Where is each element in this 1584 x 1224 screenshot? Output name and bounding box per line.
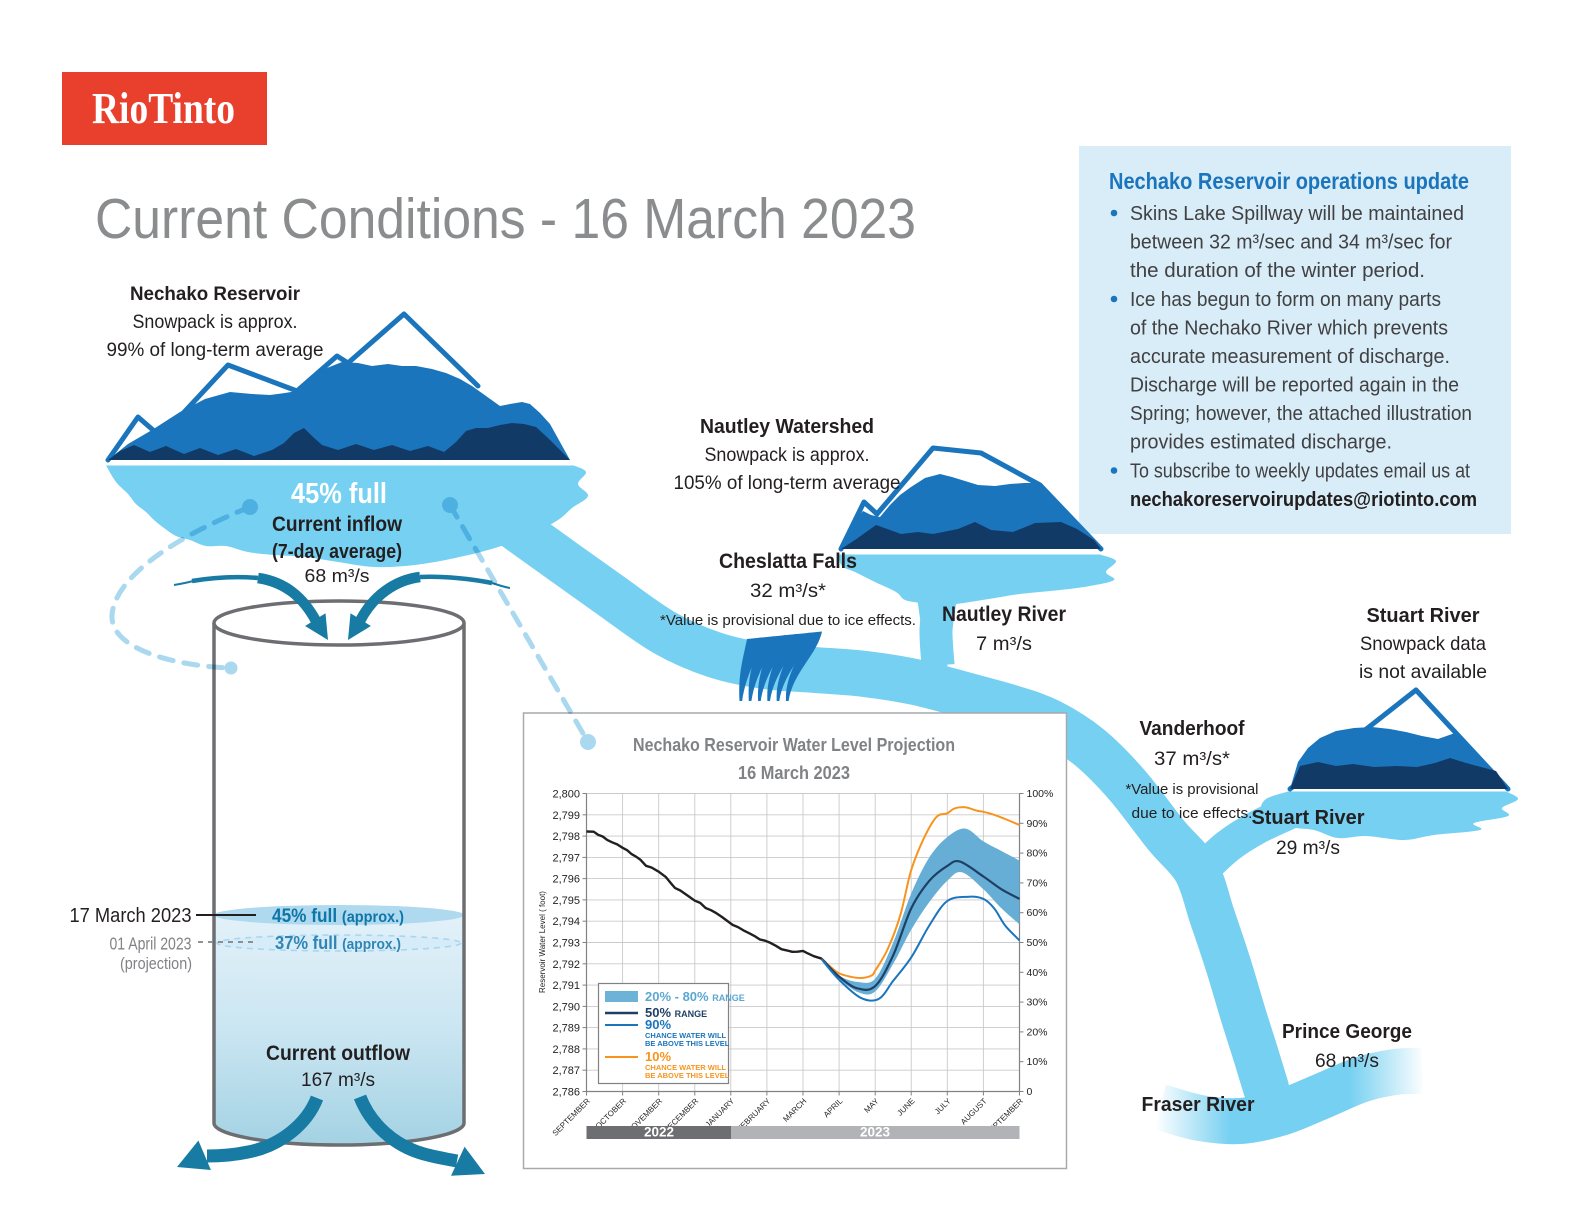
svg-text:Nechako Reservoir: Nechako Reservoir — [130, 283, 300, 305]
svg-text:Snowpack is approx.: Snowpack is approx. — [705, 444, 870, 466]
svg-text:Fraser River: Fraser River — [1142, 1093, 1255, 1116]
svg-text:17 March 2023: 17 March 2023 — [70, 904, 192, 927]
svg-text:*Value is provisional: *Value is provisional — [1126, 781, 1259, 798]
svg-text:99% of long-term average: 99% of long-term average — [107, 339, 324, 361]
svg-text:16 March 2023: 16 March 2023 — [738, 763, 850, 783]
svg-text:2022: 2022 — [644, 1125, 674, 1140]
svg-text:CHANCE WATER WILL: CHANCE WATER WILL — [645, 1031, 727, 1040]
svg-text:100%: 100% — [1027, 788, 1054, 800]
svg-text:CHANCE WATER WILL: CHANCE WATER WILL — [645, 1063, 727, 1072]
svg-text:10%: 10% — [645, 1049, 671, 1064]
svg-text:32 m³/s*: 32 m³/s* — [750, 581, 827, 602]
svg-text:60%: 60% — [1027, 907, 1048, 919]
svg-text:01 April 2023: 01 April 2023 — [110, 934, 192, 954]
svg-text:45% full (approx.): 45% full (approx.) — [272, 906, 404, 927]
svg-text:50% RANGE: 50% RANGE — [645, 1005, 707, 1020]
svg-text:Skins Lake Spillway will be ma: Skins Lake Spillway will be maintained — [1130, 202, 1464, 225]
svg-text:Reservoir Water Level ( foot): Reservoir Water Level ( foot) — [538, 891, 547, 993]
svg-text:Current outflow: Current outflow — [266, 1041, 410, 1065]
svg-text:40%: 40% — [1027, 967, 1048, 979]
svg-text:29 m³/s: 29 m³/s — [1276, 838, 1340, 859]
svg-text:167 m³/s: 167 m³/s — [301, 1069, 375, 1091]
svg-text:50%: 50% — [1027, 937, 1048, 949]
svg-text:Stuart River: Stuart River — [1367, 604, 1480, 627]
svg-text:accurate measurement of discha: accurate measurement of discharge. — [1130, 345, 1450, 368]
svg-text:2023: 2023 — [860, 1125, 891, 1140]
svg-text:20% - 80% RANGE: 20% - 80% RANGE — [645, 989, 745, 1004]
svg-text:(7-day average): (7-day average) — [272, 540, 402, 563]
svg-text:To subscribe to weekly updates: To subscribe to weekly updates email us … — [1130, 460, 1470, 483]
svg-text:7 m³/s: 7 m³/s — [976, 634, 1032, 655]
svg-text:Ice has begun to form on many: Ice has begun to form on many parts — [1130, 288, 1441, 311]
svg-text:BE ABOVE THIS LEVEL: BE ABOVE THIS LEVEL — [645, 1071, 730, 1080]
svg-text:Cheslatta Falls: Cheslatta Falls — [719, 550, 857, 573]
svg-text:90%: 90% — [645, 1017, 671, 1032]
svg-text:2,796: 2,796 — [552, 874, 580, 886]
svg-text:the duration of the winter per: the duration of the winter period. — [1130, 259, 1425, 282]
svg-text:Nechako Reservoir operations u: Nechako Reservoir operations update — [1109, 168, 1469, 194]
svg-text:20%: 20% — [1027, 1026, 1048, 1038]
svg-text:2,798: 2,798 — [552, 831, 580, 843]
svg-text:2,800: 2,800 — [552, 789, 580, 801]
svg-text:2,790: 2,790 — [552, 1001, 580, 1013]
svg-text:45% full: 45% full — [291, 478, 387, 510]
svg-text:105% of long-term average: 105% of long-term average — [674, 472, 901, 494]
svg-text:Current Conditions - 16 March: Current Conditions - 16 March 2023 — [95, 187, 916, 251]
svg-text:*Value is provisional due to i: *Value is provisional due to ice effects… — [660, 612, 916, 629]
svg-text:of the Nechako River which pre: of the Nechako River which prevents — [1130, 317, 1448, 340]
svg-text:2,795: 2,795 — [552, 895, 580, 907]
svg-text:Vanderhoof: Vanderhoof — [1140, 717, 1245, 740]
svg-text:Discharge will be reported aga: Discharge will be reported again in the — [1130, 374, 1459, 397]
svg-text:37 m³/s*: 37 m³/s* — [1154, 749, 1231, 770]
svg-text:due to ice effects.: due to ice effects. — [1132, 805, 1253, 822]
svg-text:30%: 30% — [1027, 997, 1048, 1009]
svg-text:Nautley River: Nautley River — [942, 603, 1066, 626]
svg-text:2,792: 2,792 — [552, 959, 580, 971]
svg-text:80%: 80% — [1027, 848, 1048, 860]
svg-text:is not available: is not available — [1359, 661, 1487, 683]
svg-text:68 m³/s: 68 m³/s — [305, 565, 370, 586]
svg-text:BE ABOVE THIS LEVEL: BE ABOVE THIS LEVEL — [645, 1039, 730, 1048]
svg-text:2,788: 2,788 — [552, 1044, 580, 1056]
svg-text:2,794: 2,794 — [552, 916, 580, 928]
svg-text:90%: 90% — [1027, 818, 1048, 830]
svg-text:2,793: 2,793 — [552, 938, 580, 950]
svg-text:RioTinto: RioTinto — [92, 84, 235, 133]
svg-text:between 32 m³/sec and 34 m³/se: between 32 m³/sec and 34 m³/sec for — [1130, 231, 1452, 254]
svg-text:Spring; however, the attached: Spring; however, the attached illustrati… — [1130, 402, 1472, 425]
svg-text:2,789: 2,789 — [552, 1023, 580, 1035]
svg-text:Nechako Reservoir Water Level: Nechako Reservoir Water Level Projection — [633, 735, 955, 755]
svg-text:Stuart River: Stuart River — [1252, 806, 1365, 829]
svg-text:(projection): (projection) — [120, 954, 192, 973]
svg-text:Prince George: Prince George — [1282, 1020, 1412, 1043]
svg-text:37% full (approx.): 37% full (approx.) — [275, 933, 401, 953]
svg-text:Nautley Watershed: Nautley Watershed — [700, 415, 874, 438]
svg-text:2,799: 2,799 — [552, 810, 580, 822]
svg-text:provides estimated discharge.: provides estimated discharge. — [1130, 431, 1392, 454]
svg-text:68 m³/s: 68 m³/s — [1315, 1051, 1379, 1072]
svg-text:nechakoreservoirupdates@riotin: nechakoreservoirupdates@riotinto.com — [1130, 488, 1477, 511]
svg-text:0: 0 — [1027, 1086, 1033, 1098]
svg-text:70%: 70% — [1027, 877, 1048, 889]
svg-text:2,787: 2,787 — [552, 1065, 580, 1077]
svg-text:Snowpack is approx.: Snowpack is approx. — [133, 311, 298, 333]
svg-text:Snowpack data: Snowpack data — [1360, 633, 1486, 655]
svg-text:2,786: 2,786 — [552, 1087, 580, 1099]
svg-text:2,791: 2,791 — [552, 980, 580, 992]
svg-text:2,797: 2,797 — [552, 852, 580, 864]
svg-text:10%: 10% — [1027, 1056, 1048, 1068]
svg-text:Current inflow: Current inflow — [272, 512, 402, 536]
